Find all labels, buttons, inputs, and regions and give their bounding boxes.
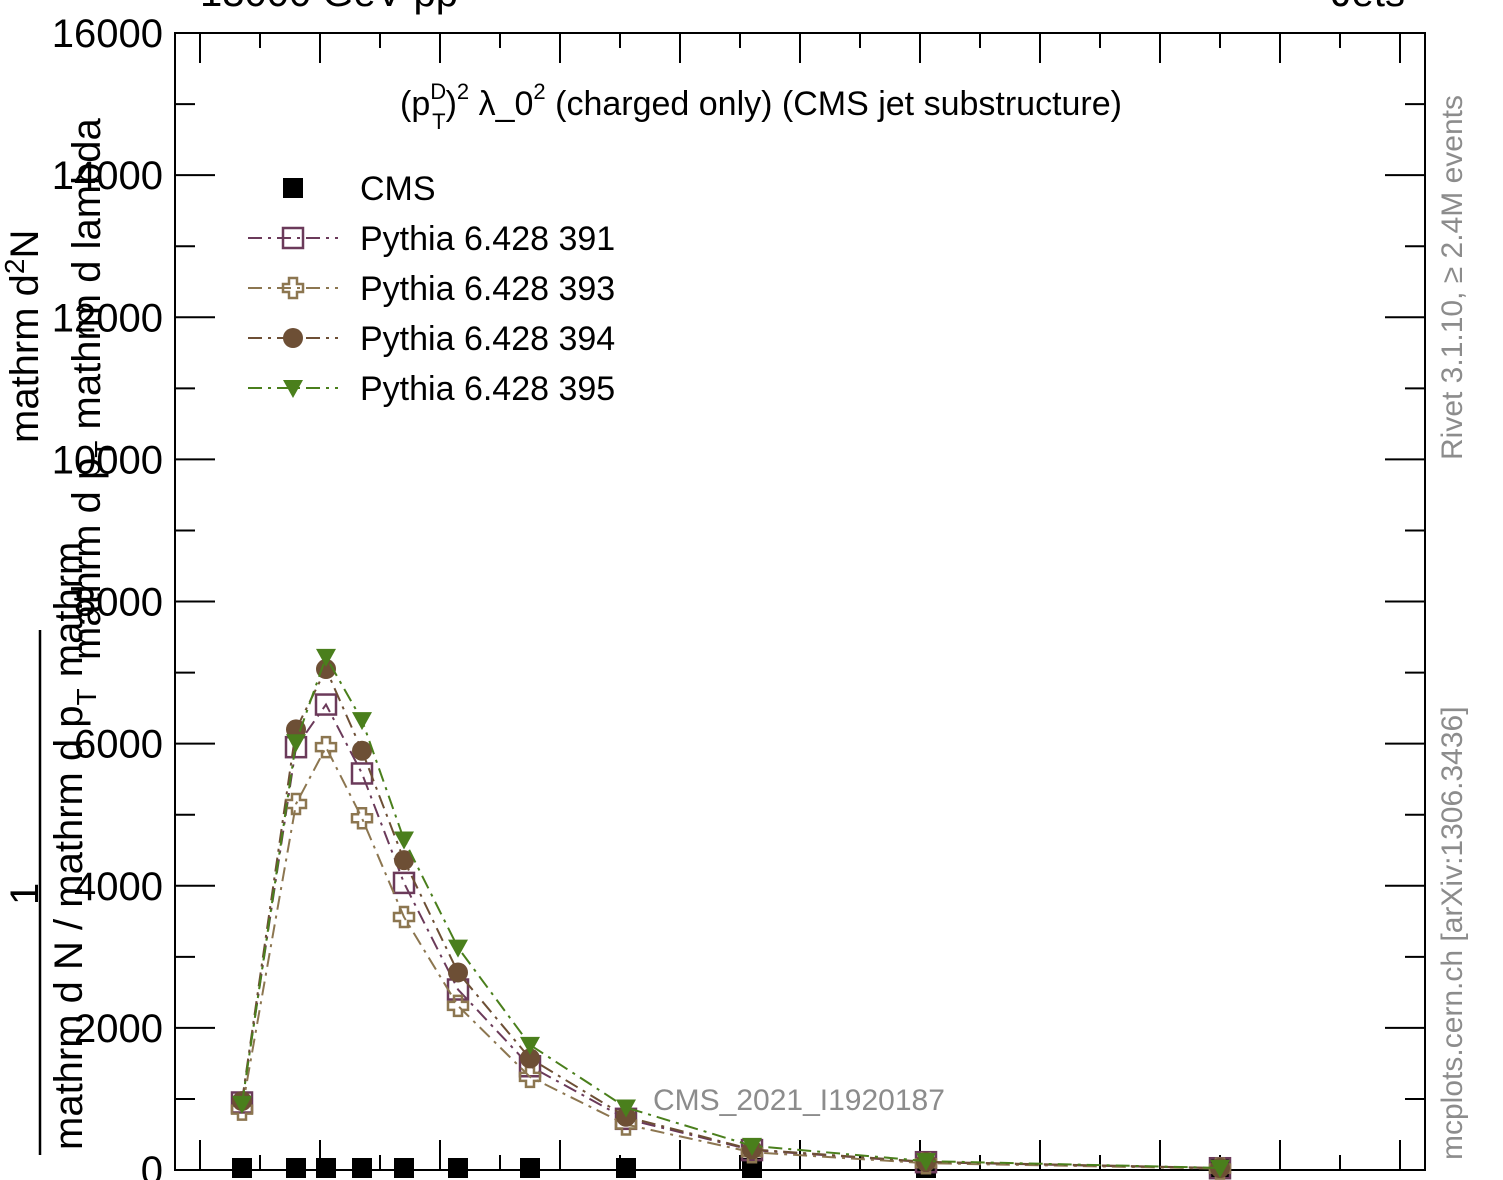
data-point bbox=[286, 734, 306, 753]
y-tick-label: 10000 bbox=[52, 438, 163, 482]
legend-label: Pythia 6.428 393 bbox=[360, 270, 615, 308]
data-point bbox=[520, 1048, 540, 1069]
data-point bbox=[314, 693, 338, 716]
data-point bbox=[616, 1158, 636, 1178]
data-point bbox=[742, 1137, 762, 1156]
y-tick-label: 4000 bbox=[74, 865, 163, 909]
data-point bbox=[394, 831, 414, 850]
data-point bbox=[232, 1158, 252, 1178]
y-tick-label: 14000 bbox=[52, 154, 163, 198]
data-point bbox=[283, 178, 303, 198]
legend-item: CMS bbox=[283, 170, 436, 208]
data-point bbox=[283, 380, 303, 398]
series-layer bbox=[230, 648, 1232, 1180]
legend-label: Pythia 6.428 395 bbox=[360, 370, 615, 408]
series-line bbox=[241, 702, 1221, 1170]
legend-label: Pythia 6.428 394 bbox=[360, 320, 615, 358]
data-point bbox=[448, 1158, 468, 1178]
data-point bbox=[284, 792, 308, 816]
y-tick-label: 16000 bbox=[52, 12, 163, 56]
ylabel-prefix: mathrm d N / mathrm d pT mathrm bbox=[47, 542, 102, 1150]
data-point bbox=[352, 1158, 372, 1178]
y-axis-tick-labels: 0 2000 4000 6000 8000 10000 12000 14000 16000 bbox=[52, 12, 163, 1180]
data-point bbox=[350, 806, 374, 830]
data-point bbox=[520, 1036, 540, 1055]
legend-item: Pythia 6.428 395 bbox=[248, 370, 615, 408]
series-line bbox=[241, 745, 1221, 1170]
header-right-text: Jets bbox=[1332, 0, 1405, 15]
data-point bbox=[518, 1065, 542, 1089]
header-left-text: 13000 GeV pp bbox=[200, 0, 458, 15]
ylabel-prefix-one: 1 bbox=[3, 883, 47, 905]
data-point bbox=[281, 276, 305, 300]
legend-label: CMS bbox=[360, 170, 436, 208]
data-point bbox=[316, 648, 336, 667]
data-point bbox=[448, 939, 468, 958]
y-tick-label: 12000 bbox=[52, 296, 163, 340]
chart-title: (pD T)2 λ_02 (charged only) (CMS jet subs… bbox=[400, 79, 1122, 134]
ylabel-numerator: mathrm d2N bbox=[0, 230, 47, 443]
data-point bbox=[352, 712, 372, 731]
data-point bbox=[916, 1153, 936, 1172]
data-point bbox=[616, 1099, 636, 1118]
ylabel-denominator: mathrm d pT mathrm d lambda bbox=[65, 117, 120, 660]
data-point bbox=[281, 226, 305, 250]
mcplots-text: mcplots.cern.ch [arXiv:1306.3436] bbox=[1436, 706, 1469, 1160]
y-axis-ticks bbox=[175, 32, 1425, 1171]
data-point bbox=[286, 1158, 306, 1178]
legend-item: Pythia 6.428 393 bbox=[248, 270, 615, 308]
rivet-version-text: Rivet 3.1.10, ≥ 2.4M events bbox=[1436, 95, 1469, 460]
data-point bbox=[232, 1095, 252, 1114]
y-tick-label: 0 bbox=[141, 1149, 163, 1180]
data-point bbox=[446, 994, 470, 1018]
legend-item: Pythia 6.428 391 bbox=[248, 220, 615, 258]
data-point bbox=[394, 1158, 414, 1178]
y-axis-label: mathrm d2N mathrm d pT mathrm d lambda 1… bbox=[0, 117, 120, 1155]
series-0 bbox=[232, 1158, 1230, 1178]
data-point bbox=[1210, 1159, 1230, 1178]
legend: CMS Pythia 6.428 391 Pythia 6.428 393 Pythi… bbox=[248, 170, 615, 408]
data-point bbox=[316, 1158, 336, 1178]
x-axis-ticks bbox=[199, 33, 1401, 1170]
y-tick-label: 8000 bbox=[74, 581, 163, 625]
legend-label: Pythia 6.428 391 bbox=[360, 220, 615, 258]
analysis-label: CMS_2021_I1920187 bbox=[653, 1084, 945, 1117]
data-point bbox=[392, 905, 416, 929]
y-tick-label: 6000 bbox=[74, 723, 163, 767]
legend-item: Pythia 6.428 394 bbox=[248, 320, 615, 358]
data-point bbox=[394, 850, 414, 871]
data-point bbox=[314, 735, 338, 759]
data-point bbox=[448, 962, 468, 983]
data-point bbox=[283, 328, 303, 348]
data-point bbox=[352, 740, 372, 761]
data-point bbox=[520, 1158, 540, 1178]
data-point bbox=[350, 762, 374, 785]
series-4 bbox=[232, 648, 1230, 1178]
y-tick-label: 2000 bbox=[74, 1007, 163, 1051]
data-point bbox=[392, 871, 416, 895]
